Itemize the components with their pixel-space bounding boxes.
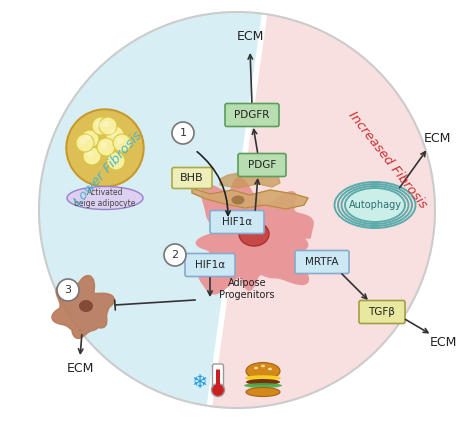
Text: 2: 2	[172, 250, 179, 260]
FancyBboxPatch shape	[185, 253, 235, 276]
Circle shape	[106, 126, 124, 144]
Circle shape	[92, 117, 110, 135]
Circle shape	[68, 111, 142, 185]
Circle shape	[76, 134, 94, 152]
Wedge shape	[210, 14, 435, 408]
FancyBboxPatch shape	[295, 250, 349, 273]
Ellipse shape	[239, 222, 269, 246]
Text: PDGFR: PDGFR	[234, 110, 270, 120]
Text: ❄: ❄	[192, 374, 208, 392]
Text: ECM: ECM	[66, 362, 94, 374]
FancyBboxPatch shape	[172, 167, 212, 188]
Circle shape	[164, 244, 186, 266]
FancyBboxPatch shape	[212, 364, 224, 390]
Ellipse shape	[231, 196, 245, 204]
Ellipse shape	[244, 383, 282, 388]
Polygon shape	[220, 171, 280, 188]
Polygon shape	[52, 276, 114, 338]
Circle shape	[211, 383, 225, 397]
Circle shape	[83, 147, 101, 165]
Circle shape	[97, 138, 115, 156]
Text: ECM: ECM	[237, 31, 264, 43]
Circle shape	[172, 122, 194, 144]
Ellipse shape	[246, 388, 280, 397]
FancyBboxPatch shape	[225, 104, 279, 127]
Polygon shape	[196, 177, 313, 294]
FancyBboxPatch shape	[238, 153, 286, 176]
Ellipse shape	[254, 367, 258, 369]
Ellipse shape	[79, 300, 93, 312]
FancyBboxPatch shape	[210, 210, 264, 233]
FancyBboxPatch shape	[359, 300, 405, 323]
Text: 3: 3	[64, 285, 72, 295]
Ellipse shape	[246, 379, 280, 385]
Text: ECM: ECM	[429, 337, 456, 349]
Circle shape	[117, 138, 123, 144]
Circle shape	[101, 142, 107, 148]
Circle shape	[110, 130, 116, 136]
Text: BHB: BHB	[180, 173, 204, 183]
Text: HIF1α: HIF1α	[222, 217, 252, 227]
Circle shape	[85, 134, 91, 140]
Ellipse shape	[345, 188, 405, 222]
FancyBboxPatch shape	[216, 369, 220, 386]
Circle shape	[57, 279, 79, 301]
Text: PDGF: PDGF	[248, 160, 276, 170]
Text: Adipose
Progenitors: Adipose Progenitors	[219, 278, 275, 300]
Text: Autophagy: Autophagy	[348, 200, 401, 210]
Circle shape	[113, 134, 131, 152]
Text: Lower Fibrosis: Lower Fibrosis	[72, 128, 145, 207]
Circle shape	[80, 138, 86, 144]
Text: Increased Fibrosis: Increased Fibrosis	[346, 109, 430, 211]
Ellipse shape	[246, 363, 280, 380]
Circle shape	[96, 121, 102, 127]
Circle shape	[111, 156, 117, 162]
Circle shape	[81, 130, 99, 148]
Circle shape	[107, 152, 125, 170]
Text: Activated
beige adipocyte: Activated beige adipocyte	[74, 188, 136, 208]
Text: TGFβ: TGFβ	[369, 307, 395, 317]
Text: MRTFA: MRTFA	[305, 257, 339, 267]
Ellipse shape	[268, 368, 272, 370]
Polygon shape	[192, 188, 308, 209]
Circle shape	[99, 117, 117, 135]
Circle shape	[103, 121, 109, 127]
Ellipse shape	[261, 365, 265, 367]
Circle shape	[87, 151, 93, 157]
Text: 1: 1	[180, 128, 186, 138]
Ellipse shape	[67, 187, 143, 210]
Text: HIF1α: HIF1α	[195, 260, 225, 270]
Ellipse shape	[245, 375, 281, 381]
Wedge shape	[39, 12, 264, 406]
Text: ECM: ECM	[423, 132, 451, 144]
Circle shape	[66, 109, 144, 187]
